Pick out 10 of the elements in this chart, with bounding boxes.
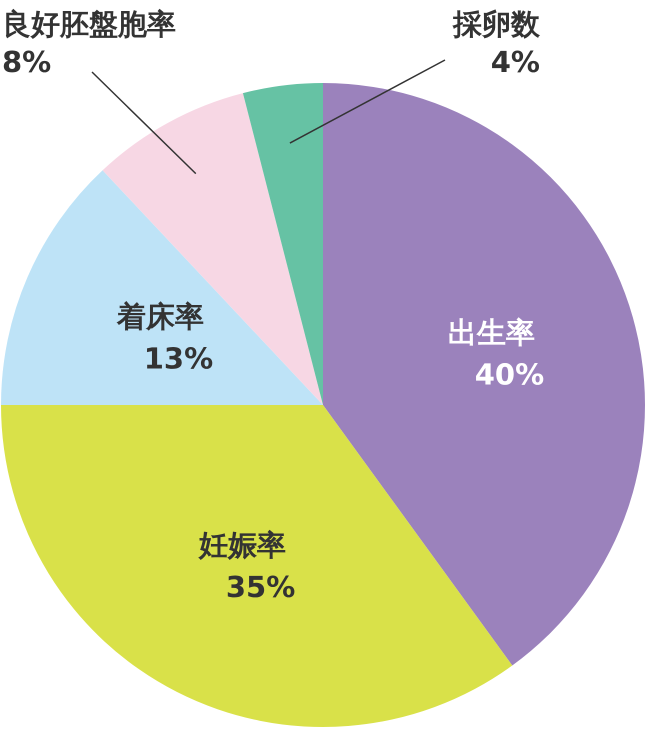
data-label: 40%	[474, 357, 544, 392]
data-label: 4%	[490, 45, 540, 79]
slice-label: 採卵数	[452, 7, 541, 41]
slice-label: 出生率	[448, 315, 535, 350]
data-label: 35%	[226, 570, 296, 604]
data-label: 8%	[2, 45, 52, 79]
slice-label: 妊娠率	[198, 528, 286, 562]
slice-label: 着床率	[116, 300, 204, 334]
slice-label: 良好胚盤胞率	[2, 7, 176, 41]
data-label: 13%	[144, 342, 214, 376]
